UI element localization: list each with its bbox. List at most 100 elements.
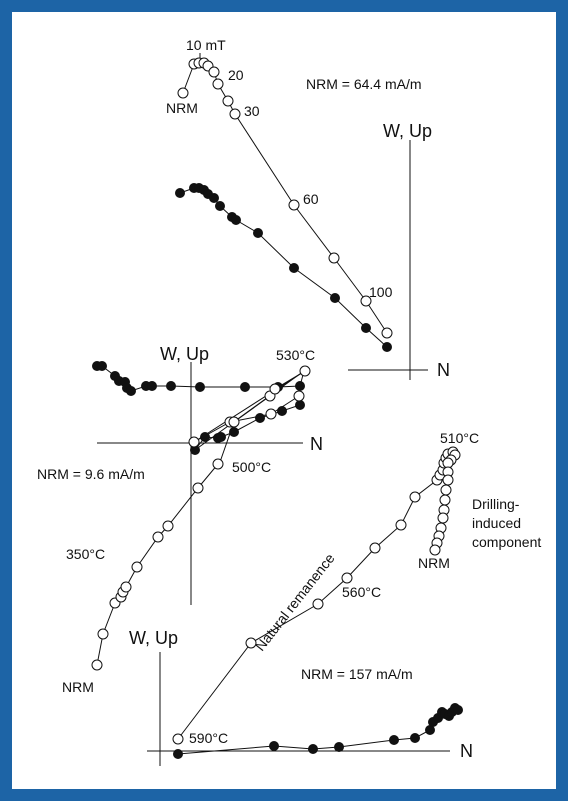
data-point-filled	[410, 733, 420, 743]
points-filled	[173, 703, 463, 759]
axis-label-wup: W, Up	[129, 628, 178, 648]
data-point-filled	[382, 342, 392, 352]
data-point-open	[245, 637, 257, 649]
step-label-nrm: NRM	[418, 555, 450, 571]
diagram-top: W, Up N NRM = 64.4 mA/m	[166, 37, 450, 380]
points-open	[177, 57, 393, 339]
data-point-open	[229, 108, 241, 120]
data-point-filled	[215, 201, 225, 211]
step-label-60: 60	[303, 191, 319, 207]
data-point-open	[369, 542, 381, 554]
annotation-drilling-line3: component	[472, 534, 541, 550]
data-point-filled	[389, 735, 399, 745]
data-point-filled	[231, 215, 241, 225]
annotation-drilling-line1: Drilling-	[472, 496, 520, 512]
axis-label-wup: W, Up	[383, 121, 432, 141]
step-label-590c: 590°C	[189, 730, 228, 746]
nrm-intensity: NRM = 157 mA/m	[301, 666, 413, 682]
data-point-open	[288, 199, 300, 211]
data-point-open	[177, 87, 189, 99]
data-point-filled	[277, 406, 287, 416]
data-point-filled	[308, 744, 318, 754]
data-point-open	[440, 484, 452, 496]
path-horizontal-projection	[179, 187, 388, 348]
data-point-filled	[425, 725, 435, 735]
data-point-filled	[361, 323, 371, 333]
axis-label-wup: W, Up	[160, 344, 209, 364]
data-point-open	[212, 458, 224, 470]
data-point-open	[395, 519, 407, 531]
data-point-filled	[173, 749, 183, 759]
data-point-open	[152, 531, 164, 543]
step-label-510c: 510°C	[440, 430, 479, 446]
points-filled	[175, 183, 392, 352]
data-point-open	[97, 628, 109, 640]
step-label-20: 20	[228, 67, 244, 83]
figure-panel: W, Up N NRM = 64.4 mA/m	[12, 12, 556, 789]
data-point-open	[360, 295, 372, 307]
data-point-filled	[255, 413, 265, 423]
data-point-open	[341, 572, 353, 584]
data-point-open	[212, 78, 224, 90]
data-point-filled	[453, 705, 463, 715]
data-point-open	[265, 408, 277, 420]
data-point-filled	[195, 382, 205, 392]
data-point-open	[91, 659, 103, 671]
data-point-open	[131, 561, 143, 573]
data-point-open	[192, 482, 204, 494]
data-point-open	[437, 512, 449, 524]
data-point-filled	[190, 445, 200, 455]
data-point-filled	[240, 382, 250, 392]
data-point-filled	[289, 263, 299, 273]
data-point-filled	[216, 432, 226, 442]
data-point-open	[162, 520, 174, 532]
data-point-open	[381, 327, 393, 339]
axis-label-n: N	[310, 434, 323, 454]
zijderveld-figure: W, Up N NRM = 64.4 mA/m	[37, 37, 541, 766]
points-filled	[92, 361, 305, 455]
data-point-filled	[175, 188, 185, 198]
data-point-open	[429, 544, 441, 556]
step-label-100: 100	[369, 284, 393, 300]
nrm-intensity: NRM = 64.4 mA/m	[306, 76, 422, 92]
data-point-open	[442, 474, 454, 486]
data-point-open	[269, 383, 281, 395]
data-point-filled	[330, 293, 340, 303]
data-point-open	[172, 733, 184, 745]
annotation-natural-remanence: Natural remanence	[252, 550, 338, 654]
step-label-500c: 500°C	[232, 459, 271, 475]
step-label-350c: 350°C	[66, 546, 105, 562]
data-point-filled	[147, 381, 157, 391]
step-label-30: 30	[244, 103, 260, 119]
data-point-filled	[295, 400, 305, 410]
data-point-filled	[295, 381, 305, 391]
points-open	[172, 446, 461, 745]
data-point-filled	[269, 741, 279, 751]
annotation-drilling-line2: induced	[472, 515, 521, 531]
axis-label-n: N	[460, 741, 473, 761]
data-point-open	[222, 95, 234, 107]
data-point-filled	[209, 193, 219, 203]
step-label-nrm: NRM	[166, 100, 198, 116]
step-label-560c: 560°C	[342, 584, 381, 600]
data-point-open	[312, 598, 324, 610]
step-label-nrm: NRM	[62, 679, 94, 695]
data-point-filled	[334, 742, 344, 752]
nrm-intensity: NRM = 9.6 mA/m	[37, 466, 145, 482]
diagram-middle: W, Up N NRM = 9.6 mA/m	[37, 344, 323, 695]
data-point-open	[120, 581, 132, 593]
data-point-open	[439, 494, 451, 506]
data-point-filled	[97, 361, 107, 371]
data-point-open	[208, 66, 220, 78]
data-point-filled	[126, 386, 136, 396]
data-point-filled	[253, 228, 263, 238]
points-open	[91, 365, 311, 671]
data-point-open	[409, 491, 421, 503]
data-point-filled	[166, 381, 176, 391]
data-point-open	[299, 365, 311, 377]
axis-label-n: N	[437, 360, 450, 380]
step-label-530c: 530°C	[276, 347, 315, 363]
data-point-open	[188, 436, 200, 448]
data-point-open	[293, 390, 305, 402]
data-point-filled	[229, 427, 239, 437]
